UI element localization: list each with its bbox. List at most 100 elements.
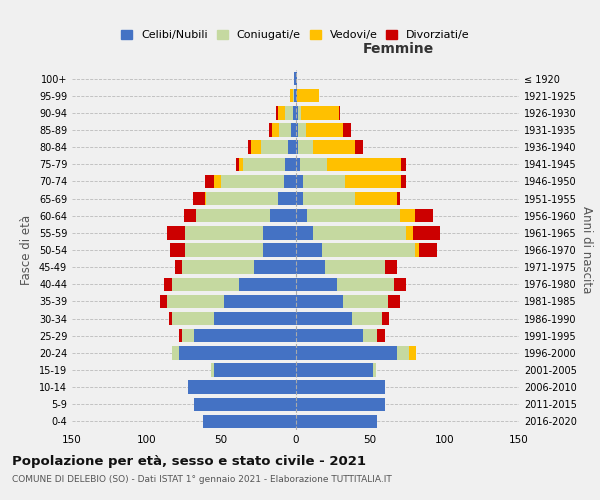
Bar bbox=[355, 192, 397, 205]
Bar bbox=[211, 364, 214, 376]
Bar bbox=[169, 312, 172, 326]
Bar bbox=[269, 124, 272, 136]
Bar bbox=[278, 192, 296, 205]
Bar bbox=[352, 312, 382, 326]
Bar bbox=[296, 364, 373, 376]
Bar bbox=[362, 329, 377, 342]
Bar bbox=[294, 89, 296, 102]
Bar bbox=[239, 158, 244, 171]
Bar bbox=[306, 124, 343, 136]
Bar bbox=[322, 244, 415, 256]
Bar bbox=[296, 140, 298, 154]
Bar bbox=[298, 124, 306, 136]
Bar bbox=[261, 140, 288, 154]
Text: Popolazione per età, sesso e stato civile - 2021: Popolazione per età, sesso e stato civil… bbox=[12, 455, 366, 468]
Bar bbox=[185, 226, 263, 239]
Bar bbox=[194, 329, 296, 342]
Bar bbox=[296, 174, 303, 188]
Bar bbox=[296, 72, 297, 86]
Bar bbox=[214, 312, 296, 326]
Bar bbox=[203, 414, 296, 428]
Bar bbox=[179, 329, 182, 342]
Bar bbox=[409, 346, 416, 360]
Bar bbox=[401, 174, 406, 188]
Bar bbox=[301, 106, 339, 120]
Bar bbox=[401, 158, 406, 171]
Bar bbox=[397, 192, 400, 205]
Bar bbox=[296, 124, 298, 136]
Bar bbox=[170, 244, 185, 256]
Bar bbox=[236, 158, 239, 171]
Bar bbox=[303, 192, 355, 205]
Bar bbox=[254, 260, 296, 274]
Bar bbox=[188, 380, 296, 394]
Bar bbox=[285, 106, 293, 120]
Text: COMUNE DI DELEBIO (SO) - Dati ISTAT 1° gennaio 2021 - Elaborazione TUTTITALIA.IT: COMUNE DI DELEBIO (SO) - Dati ISTAT 1° g… bbox=[12, 475, 392, 484]
Bar bbox=[406, 226, 413, 239]
Bar bbox=[193, 192, 205, 205]
Bar bbox=[337, 278, 394, 291]
Bar bbox=[296, 260, 325, 274]
Bar bbox=[214, 174, 221, 188]
Bar bbox=[413, 226, 440, 239]
Bar bbox=[278, 106, 285, 120]
Bar bbox=[415, 244, 419, 256]
Bar bbox=[296, 89, 297, 102]
Bar bbox=[205, 192, 206, 205]
Bar bbox=[355, 140, 362, 154]
Bar bbox=[221, 174, 284, 188]
Bar bbox=[296, 398, 385, 411]
Bar bbox=[270, 209, 296, 222]
Bar bbox=[373, 364, 376, 376]
Bar bbox=[194, 398, 296, 411]
Bar bbox=[344, 174, 401, 188]
Bar bbox=[296, 414, 377, 428]
Bar bbox=[296, 209, 307, 222]
Bar bbox=[419, 244, 437, 256]
Bar bbox=[296, 278, 337, 291]
Bar bbox=[224, 294, 296, 308]
Bar bbox=[172, 312, 214, 326]
Legend: Celibi/Nubili, Coniugati/e, Vedovi/e, Divorziati/e: Celibi/Nubili, Coniugati/e, Vedovi/e, Di… bbox=[116, 25, 475, 44]
Bar bbox=[291, 124, 296, 136]
Bar bbox=[244, 158, 285, 171]
Bar bbox=[300, 158, 327, 171]
Bar bbox=[294, 72, 296, 86]
Bar bbox=[313, 140, 355, 154]
Bar bbox=[251, 140, 261, 154]
Bar bbox=[400, 209, 415, 222]
Bar bbox=[343, 124, 350, 136]
Bar bbox=[172, 278, 239, 291]
Bar bbox=[397, 346, 409, 360]
Bar bbox=[205, 174, 214, 188]
Bar bbox=[296, 106, 298, 120]
Bar bbox=[179, 346, 296, 360]
Bar bbox=[394, 278, 406, 291]
Bar bbox=[263, 244, 296, 256]
Bar bbox=[303, 174, 344, 188]
Bar bbox=[388, 294, 400, 308]
Bar bbox=[296, 192, 303, 205]
Bar bbox=[415, 209, 433, 222]
Bar bbox=[239, 278, 296, 291]
Bar bbox=[248, 140, 251, 154]
Bar bbox=[296, 158, 300, 171]
Bar bbox=[325, 260, 385, 274]
Text: Femmine: Femmine bbox=[362, 42, 434, 56]
Bar bbox=[385, 260, 397, 274]
Bar bbox=[284, 174, 296, 188]
Bar bbox=[296, 226, 313, 239]
Bar bbox=[288, 140, 296, 154]
Bar bbox=[296, 312, 352, 326]
Bar bbox=[382, 312, 389, 326]
Bar bbox=[297, 89, 319, 102]
Y-axis label: Fasce di età: Fasce di età bbox=[20, 215, 33, 285]
Bar bbox=[185, 244, 263, 256]
Bar bbox=[175, 260, 182, 274]
Bar bbox=[296, 346, 397, 360]
Bar bbox=[296, 329, 362, 342]
Bar bbox=[296, 294, 343, 308]
Bar bbox=[172, 346, 179, 360]
Y-axis label: Anni di nascita: Anni di nascita bbox=[580, 206, 593, 294]
Bar bbox=[327, 158, 401, 171]
